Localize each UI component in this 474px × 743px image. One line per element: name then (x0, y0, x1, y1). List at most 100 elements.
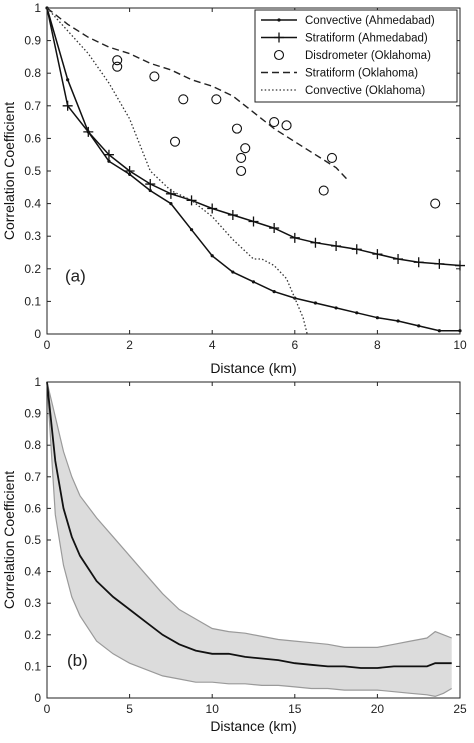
data-point (251, 280, 256, 284)
y-tick-label: 0.1 (24, 659, 41, 673)
data-point (112, 61, 123, 72)
y-tick-label: 0.7 (24, 99, 41, 113)
y-tick-label: 0.4 (24, 565, 41, 579)
x-tick-label: 10 (453, 338, 467, 352)
y-tick-label: 0.9 (24, 34, 41, 48)
legend-entry: Disdrometer (Oklahoma) (305, 50, 431, 62)
data-point (313, 301, 318, 305)
x-tick-label: 6 (291, 338, 298, 352)
data-point (289, 232, 300, 243)
confidence-band (47, 382, 452, 697)
data-point (207, 203, 218, 214)
legend-entry: Convective (Oklahoma) (305, 85, 425, 97)
data-point (326, 152, 338, 164)
data-point (231, 123, 243, 134)
data-point (149, 71, 160, 82)
data-point (210, 254, 214, 258)
plot-frame-top (46, 381, 461, 699)
legend-entry: Stratiform (Oklahoma) (305, 68, 418, 80)
data-point (145, 179, 156, 190)
data-point (189, 228, 194, 232)
data-point (103, 149, 114, 160)
series-4 (46, 7, 308, 335)
data-point (66, 78, 70, 82)
legend-entry: Stratiform (Ahmedabad) (305, 33, 428, 45)
data-point (107, 159, 111, 163)
x-tick-label: 20 (371, 702, 385, 716)
legend-marker (273, 49, 285, 61)
band-upper-edge (46, 381, 452, 649)
data-point (248, 216, 259, 227)
legend: Convective (Ahmedabad) Stratiform (Ahmeda… (254, 9, 458, 103)
x-axis-label: Distance (km) (210, 360, 296, 376)
y-tick-label: 0.2 (24, 628, 41, 642)
data-point (455, 260, 465, 271)
x-tick-label: 2 (126, 338, 133, 352)
panel-label: (b) (67, 651, 88, 670)
x-tick-label: 0 (44, 338, 51, 352)
y-tick-label: 0.3 (24, 596, 41, 610)
y-tick-label: 0.8 (24, 438, 41, 452)
y-tick-label: 0.1 (24, 294, 41, 308)
data-point (269, 223, 280, 234)
y-tick-label: 0.2 (24, 262, 41, 276)
band-lower-edge (46, 381, 453, 698)
mean-line (46, 381, 452, 669)
y-tick-label: 0.5 (24, 533, 41, 547)
data-point (211, 94, 222, 105)
data-point (334, 306, 338, 310)
data-point (351, 244, 362, 255)
data-point (417, 324, 421, 328)
data-point (231, 270, 235, 274)
x-tick-label: 15 (288, 702, 302, 716)
x-tick-label: 8 (374, 338, 381, 352)
data-point (372, 249, 383, 260)
data-point (430, 198, 441, 209)
y-tick-label: 0.3 (24, 229, 41, 243)
data-point (169, 136, 181, 147)
y-axis-label: Correlation Coefficient (1, 102, 17, 240)
data-point (281, 120, 292, 131)
data-point (178, 94, 189, 105)
data-point (434, 258, 445, 269)
y-tick-label: 1 (34, 1, 41, 15)
x-tick-label: 0 (44, 702, 51, 716)
data-point (186, 195, 197, 206)
y-tick-label: 0 (34, 327, 41, 341)
x-axis-label: Distance (km) (210, 718, 296, 734)
series-2 (112, 55, 441, 209)
chart-panel-a: 0 2 4 6 8 10 0 0.1 0.2 0.3 0.4 0.5 0.6 0.7 0.8 0.9 1 Dist… (1, 1, 467, 376)
y-tick-label: 0.5 (24, 164, 41, 178)
data-point (331, 240, 342, 251)
legend-marker (277, 18, 281, 22)
data-point (396, 319, 400, 323)
data-point (236, 152, 247, 164)
data-point (148, 188, 152, 193)
data-point (227, 210, 238, 221)
data-point (83, 126, 94, 137)
series-line (46, 7, 308, 335)
data-point (355, 311, 359, 315)
data-point (272, 290, 276, 294)
y-tick-label: 0.9 (24, 407, 41, 421)
x-tick-label: 10 (206, 702, 220, 716)
data-point (169, 202, 173, 206)
panel-label: (a) (65, 266, 86, 285)
y-tick-label: 0.6 (24, 501, 41, 515)
legend-entry: Convective (Ahmedabad) (305, 15, 435, 27)
y-tick-label: 0.4 (24, 197, 41, 211)
y-tick-label: 0 (34, 691, 41, 705)
data-point (393, 254, 404, 265)
data-point (236, 165, 247, 177)
y-tick-label: 0.7 (24, 470, 41, 484)
data-point (437, 329, 441, 333)
x-tick-label: 25 (453, 702, 467, 716)
x-tick-label: 4 (209, 338, 216, 352)
x-tick-label: 5 (126, 702, 133, 716)
y-tick-label: 0.6 (24, 131, 41, 145)
data-point (124, 166, 135, 176)
legend-box (254, 9, 458, 103)
data-point (240, 143, 251, 154)
y-tick-label: 0.8 (24, 66, 41, 80)
